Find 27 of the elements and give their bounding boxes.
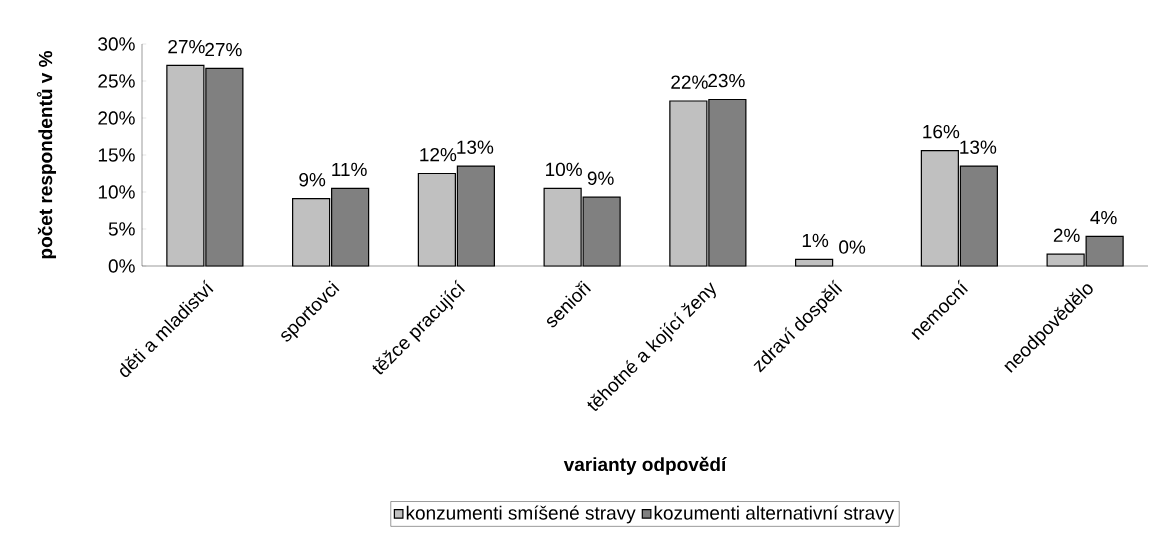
- legend-label: kozumenti alternativní stravy: [654, 505, 895, 524]
- data-label: 12%: [420, 147, 457, 162]
- y-tick-label: 20%: [98, 111, 135, 125]
- data-label: 22%: [671, 75, 708, 89]
- y-tick-label: 10%: [98, 185, 135, 199]
- data-label: 13%: [960, 140, 997, 154]
- data-label: 11%: [332, 162, 367, 177]
- data-label: 27%: [168, 39, 205, 54]
- data-label: 10%: [546, 162, 582, 177]
- data-label: 1%: [802, 233, 829, 248]
- data-label: 2%: [1053, 228, 1080, 242]
- data-label: 13%: [457, 140, 494, 154]
- y-tick-label: 25%: [98, 74, 135, 88]
- data-label: 0%: [839, 240, 866, 254]
- data-label: 9%: [587, 171, 614, 185]
- y-tick-label: 30%: [98, 37, 135, 51]
- x-axis-title: varianty odpovědí: [563, 456, 727, 475]
- data-label: 27%: [205, 42, 242, 57]
- data-label: 4%: [1090, 210, 1117, 225]
- y-tick-label: 0%: [108, 259, 135, 273]
- y-axis-title: počet respondentů v %: [36, 51, 57, 259]
- y-tick-label: 5%: [108, 222, 135, 236]
- data-label: 23%: [708, 73, 745, 88]
- y-tick-label: 15%: [98, 148, 135, 162]
- data-label: 16%: [923, 124, 960, 139]
- data-label: 9%: [299, 173, 326, 187]
- legend-label: konzumenti smíšené stravy: [406, 505, 636, 524]
